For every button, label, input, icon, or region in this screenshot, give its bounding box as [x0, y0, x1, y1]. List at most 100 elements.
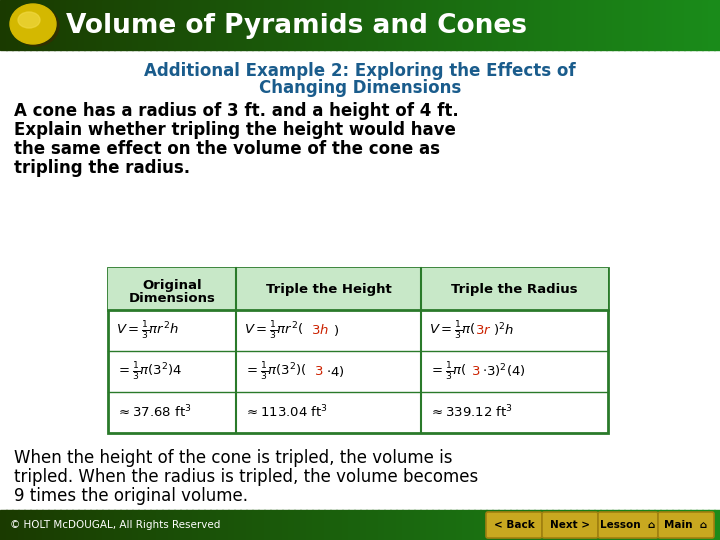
- Bar: [510, 510, 517, 540]
- Bar: [540, 0, 547, 50]
- Bar: [642, 0, 649, 50]
- Text: $V = \frac{1}{3}\pi r^2($: $V = \frac{1}{3}\pi r^2($: [244, 320, 303, 342]
- Bar: [462, 0, 469, 50]
- Bar: [108, 510, 115, 540]
- Bar: [714, 0, 720, 50]
- Bar: [396, 510, 403, 540]
- Bar: [660, 0, 667, 50]
- Bar: [492, 0, 499, 50]
- Bar: [612, 0, 619, 50]
- Bar: [606, 510, 613, 540]
- Bar: [444, 0, 451, 50]
- Bar: [246, 0, 253, 50]
- Bar: [354, 0, 361, 50]
- Bar: [408, 0, 415, 50]
- Bar: [642, 510, 649, 540]
- Bar: [174, 510, 181, 540]
- Text: $)$: $)$: [333, 323, 339, 338]
- FancyBboxPatch shape: [598, 512, 658, 538]
- Bar: [144, 510, 151, 540]
- Bar: [228, 510, 235, 540]
- Bar: [240, 0, 247, 50]
- Bar: [366, 0, 373, 50]
- Bar: [534, 0, 541, 50]
- Bar: [156, 510, 163, 540]
- Bar: [324, 0, 331, 50]
- Bar: [558, 0, 565, 50]
- Text: When the height of the cone is tripled, the volume is: When the height of the cone is tripled, …: [14, 449, 452, 467]
- Bar: [552, 510, 559, 540]
- Bar: [348, 510, 355, 540]
- Bar: [150, 510, 157, 540]
- Bar: [162, 0, 169, 50]
- Text: $= \frac{1}{3}\pi($: $= \frac{1}{3}\pi($: [429, 360, 467, 382]
- Bar: [666, 0, 673, 50]
- Bar: [672, 510, 679, 540]
- Text: $3$: $3$: [314, 365, 323, 378]
- Bar: [600, 0, 607, 50]
- Bar: [168, 510, 175, 540]
- Bar: [300, 0, 307, 50]
- Bar: [426, 0, 433, 50]
- Bar: [420, 0, 427, 50]
- Text: Additional Example 2: Exploring the Effects of: Additional Example 2: Exploring the Effe…: [144, 62, 576, 80]
- Ellipse shape: [18, 12, 40, 28]
- Bar: [624, 510, 631, 540]
- Bar: [228, 0, 235, 50]
- Bar: [60, 510, 67, 540]
- Bar: [342, 510, 349, 540]
- Bar: [96, 0, 103, 50]
- Bar: [534, 510, 541, 540]
- Bar: [138, 510, 145, 540]
- Bar: [516, 0, 523, 50]
- Bar: [486, 510, 493, 540]
- Bar: [330, 510, 337, 540]
- Bar: [66, 0, 73, 50]
- Bar: [372, 510, 379, 540]
- Bar: [660, 510, 667, 540]
- Bar: [666, 510, 673, 540]
- Bar: [288, 510, 295, 540]
- Bar: [510, 0, 517, 50]
- Bar: [198, 0, 205, 50]
- Bar: [420, 510, 427, 540]
- Bar: [678, 510, 685, 540]
- Bar: [678, 0, 685, 50]
- Bar: [24, 510, 31, 540]
- Bar: [684, 510, 691, 540]
- Bar: [390, 510, 397, 540]
- Bar: [414, 0, 421, 50]
- Bar: [294, 510, 301, 540]
- Bar: [48, 0, 55, 50]
- Bar: [66, 510, 73, 540]
- Bar: [48, 510, 55, 540]
- Bar: [456, 0, 463, 50]
- Bar: [456, 510, 463, 540]
- Text: $\cdot 3)^2(4)$: $\cdot 3)^2(4)$: [482, 363, 526, 380]
- Bar: [546, 0, 553, 50]
- Bar: [234, 0, 241, 50]
- Bar: [318, 0, 325, 50]
- Bar: [402, 0, 409, 50]
- Text: $\cdot 4)$: $\cdot 4)$: [326, 364, 345, 379]
- Bar: [354, 510, 361, 540]
- Text: A cone has a radius of 3 ft. and a height of 4 ft.: A cone has a radius of 3 ft. and a heigh…: [14, 102, 459, 120]
- Bar: [432, 0, 439, 50]
- Bar: [210, 0, 217, 50]
- Bar: [234, 510, 241, 540]
- Bar: [24, 0, 31, 50]
- Bar: [462, 510, 469, 540]
- Text: $V = \frac{1}{3}\pi($: $V = \frac{1}{3}\pi($: [429, 320, 476, 342]
- Bar: [570, 510, 577, 540]
- Bar: [468, 0, 475, 50]
- Bar: [684, 0, 691, 50]
- Bar: [204, 0, 211, 50]
- Bar: [108, 268, 608, 310]
- Bar: [294, 0, 301, 50]
- Text: Triple the Height: Triple the Height: [266, 282, 392, 295]
- Text: $3r$: $3r$: [475, 324, 492, 337]
- Bar: [636, 510, 643, 540]
- Bar: [252, 0, 259, 50]
- Bar: [552, 0, 559, 50]
- Bar: [222, 510, 229, 540]
